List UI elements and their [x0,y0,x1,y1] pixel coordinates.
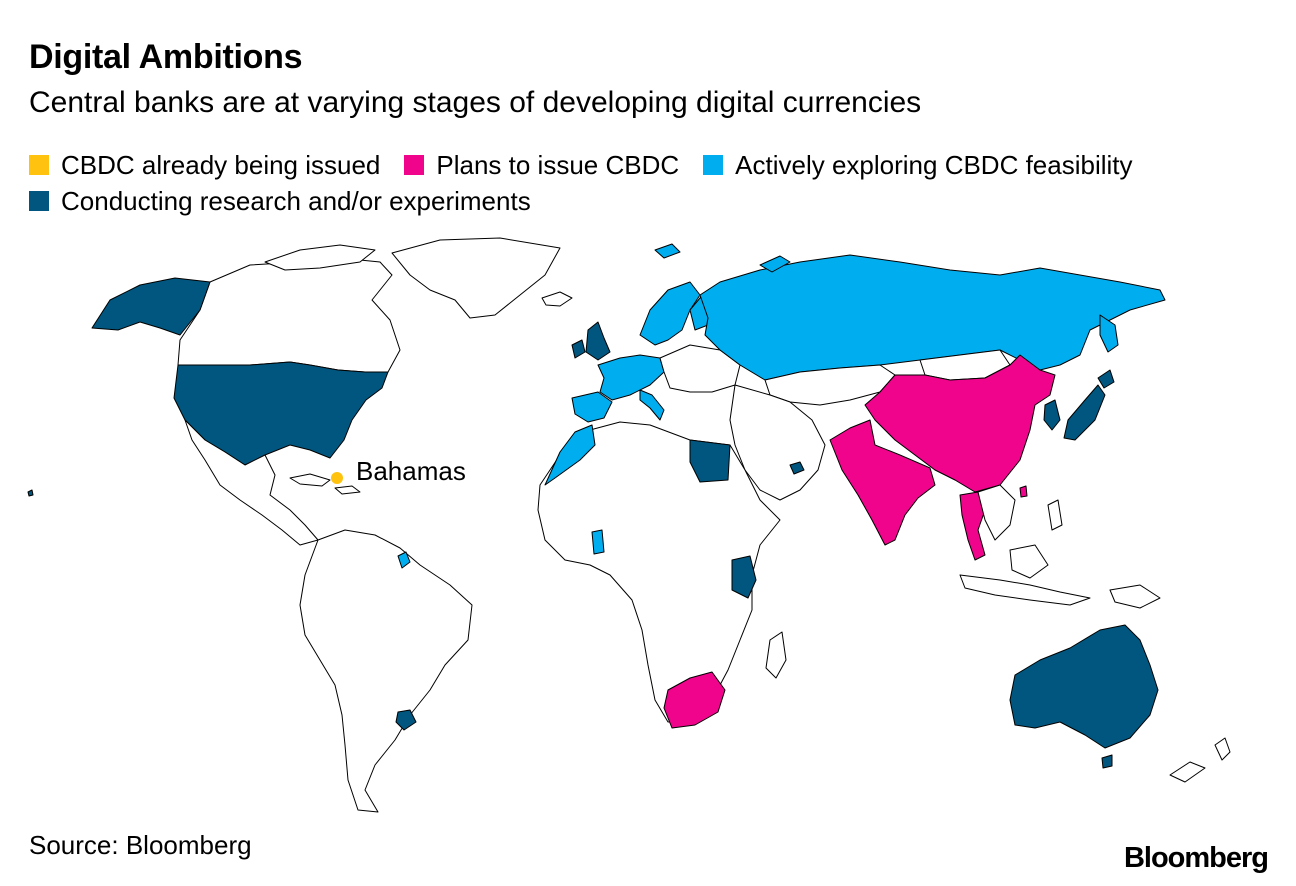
legend-label-exploring: Actively exploring CBDC feasibility [735,149,1133,180]
philippines [1047,499,1063,531]
kamchatka [1099,314,1119,353]
chart-subtitle: Central banks are at varying stages of d… [29,86,922,119]
korea [1043,399,1061,431]
legend-swatch-issued [29,155,49,175]
south-america [299,529,473,813]
legend-swatch-research [29,191,49,211]
uae [789,461,805,475]
morocco [544,424,596,486]
chart-title: Digital Ambitions [29,38,303,76]
legend-swatch-exploring [703,155,724,175]
south-africa [663,671,726,729]
mexico [184,419,319,546]
indonesia [959,574,1091,606]
bahamas-label: Bahamas [356,456,466,486]
svalbard [654,243,681,259]
hawaii [27,489,34,497]
tasmania [1101,754,1113,769]
cuba [289,473,331,487]
madagascar [765,631,787,679]
novaya-zemlya [759,255,791,273]
legend-item-plans: Plans to issue CBDC [404,150,679,181]
new-guinea [1109,584,1161,609]
legend-label-research: Conducting research and/or experiments [61,185,531,216]
legend-label-issued: CBDC already being issued [61,149,381,180]
taiwan [1019,485,1028,498]
legend-item-research: Conducting research and/or experiments [29,186,531,217]
greenland [391,237,561,319]
iceland [541,291,573,307]
legend-item-exploring: Actively exploring CBDC feasibility [703,149,1133,181]
new-zealand-south [1169,761,1206,783]
western-europe [597,354,665,401]
canada [177,257,401,373]
uruguay [395,709,417,731]
arctic-islands [264,244,376,271]
hispaniola [334,485,361,495]
french-guiana [397,551,411,569]
world-map: Bahamas [27,237,1231,813]
eastern-europe [659,344,741,393]
legend-item-issued: CBDC already being issued [29,150,380,181]
bahamas-marker [331,472,343,484]
ireland [571,339,586,359]
legend-label-plans: Plans to issue CBDC [436,149,680,180]
legend-row-1: CBDC already being issued Plans to issue… [29,147,1289,183]
bloomberg-logo: Bloomberg [1123,842,1269,874]
iberia [571,391,613,423]
southeast-asia [977,484,1016,541]
japan [1063,384,1106,441]
scandinavia [639,281,701,346]
legend-row-2: Conducting research and/or experiments [29,183,1289,219]
kenya [731,555,757,599]
australia [1009,624,1159,749]
hokkaido [1097,369,1115,389]
ghana [591,529,605,555]
borneo [1009,544,1049,579]
source-note: Source: Bloomberg [29,830,252,860]
egypt [689,439,731,483]
italy [639,389,665,421]
legend: CBDC already being issued Plans to issue… [29,147,1289,219]
africa [537,421,781,723]
legend-swatch-plans [404,155,425,175]
united-kingdom [585,321,611,361]
india [829,419,936,546]
alaska [91,277,211,336]
new-zealand [1214,737,1231,761]
china [864,354,1056,493]
